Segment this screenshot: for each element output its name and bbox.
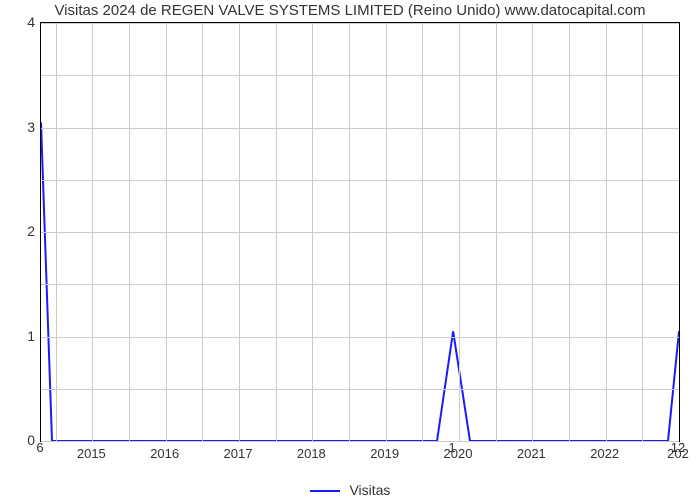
- gridline-vertical-minor: [202, 23, 203, 441]
- gridline-vertical-minor: [569, 23, 570, 441]
- gridline-vertical: [386, 23, 387, 441]
- gridline-vertical: [239, 23, 240, 441]
- x-axis-tick-label: 2021: [517, 446, 546, 461]
- legend: Visitas: [0, 482, 700, 498]
- gridline-vertical: [606, 23, 607, 441]
- chart-container: Visitas 2024 de REGEN VALVE SYSTEMS LIMI…: [0, 0, 700, 500]
- gridline-vertical-minor: [129, 23, 130, 441]
- gridline-vertical-minor: [422, 23, 423, 441]
- y-axis-tick-label: 0: [20, 432, 35, 448]
- gridline-vertical-minor: [56, 23, 57, 441]
- gridline-horizontal-minor: [41, 284, 679, 285]
- gridline-horizontal-minor: [41, 180, 679, 181]
- gridline-horizontal: [41, 23, 679, 24]
- x-axis-tick-label: 2016: [150, 446, 179, 461]
- y-axis-tick-label: 4: [20, 14, 35, 30]
- gridline-vertical: [92, 23, 93, 441]
- data-point-label: 6: [36, 440, 43, 455]
- x-axis-tick-label: 2017: [224, 446, 253, 461]
- gridline-vertical-minor: [276, 23, 277, 441]
- gridline-horizontal: [41, 441, 679, 442]
- chart-title: Visitas 2024 de REGEN VALVE SYSTEMS LIMI…: [0, 2, 700, 19]
- gridline-horizontal: [41, 337, 679, 338]
- gridline-horizontal-minor: [41, 389, 679, 390]
- y-axis-tick-label: 3: [20, 119, 35, 135]
- plot-area: [40, 22, 680, 442]
- y-axis-tick-label: 2: [20, 223, 35, 239]
- gridline-horizontal: [41, 232, 679, 233]
- gridline-vertical-minor: [349, 23, 350, 441]
- data-point-label: 1: [449, 440, 456, 455]
- gridline-horizontal: [41, 128, 679, 129]
- x-axis-tick-label: 2022: [590, 446, 619, 461]
- y-axis-tick-label: 1: [20, 328, 35, 344]
- x-axis-tick-label: 2018: [297, 446, 326, 461]
- x-axis-tick-label: 2019: [370, 446, 399, 461]
- gridline-vertical: [312, 23, 313, 441]
- legend-swatch: [310, 490, 340, 492]
- data-point-label: 12: [671, 440, 685, 455]
- gridline-vertical-minor: [496, 23, 497, 441]
- legend-label: Visitas: [349, 482, 390, 498]
- gridline-vertical: [532, 23, 533, 441]
- gridline-vertical: [166, 23, 167, 441]
- gridline-vertical-minor: [642, 23, 643, 441]
- gridline-horizontal-minor: [41, 75, 679, 76]
- x-axis-tick-label: 2015: [77, 446, 106, 461]
- gridline-vertical: [459, 23, 460, 441]
